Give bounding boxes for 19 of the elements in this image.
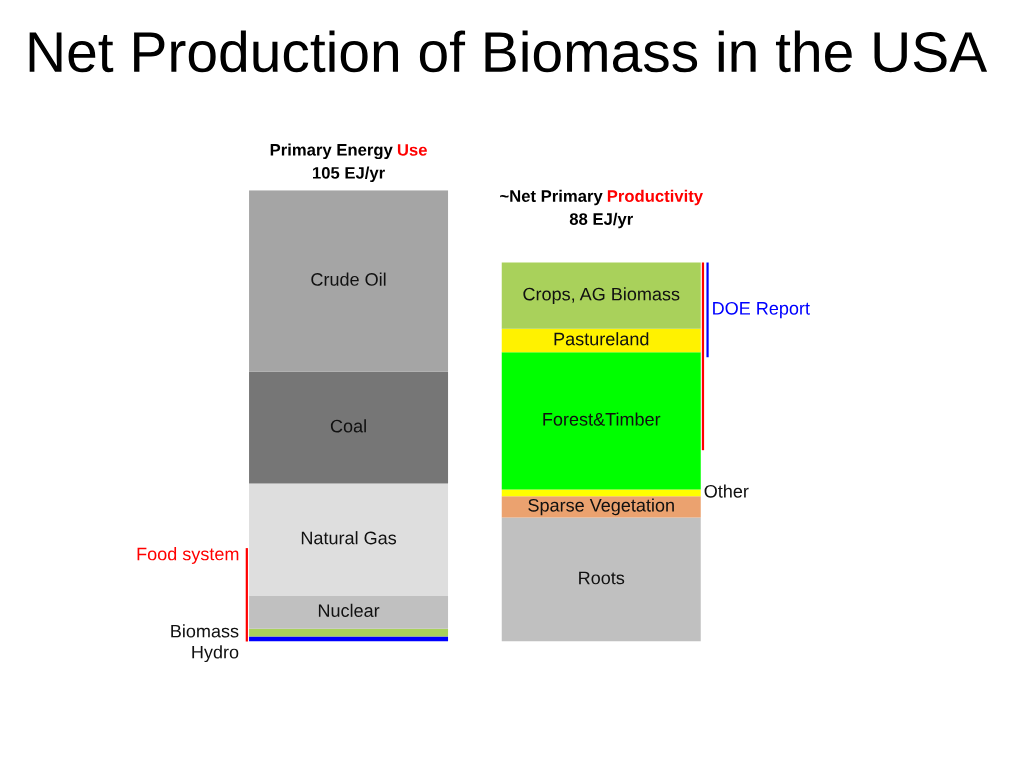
series-label: Nuclear: [318, 603, 380, 618]
series-label: Hydro: [192, 645, 239, 663]
series-label: Forest&Timber: [543, 412, 661, 426]
annotation: DOE Report: [713, 301, 810, 319]
series-label: Other: [704, 484, 749, 498]
series-label: Pastureland: [554, 332, 649, 346]
series-label: Sparse Vegetation: [528, 498, 674, 516]
chart-title: Net Production of Biomass in the USA: [29, 30, 988, 73]
series-label: Natural Gas: [301, 531, 397, 545]
series-label: Crops, AG Biomass: [523, 287, 680, 305]
series-label: Coal: [330, 419, 366, 433]
annotation: Food system: [137, 547, 239, 564]
total-label: 88 EJ/yr: [569, 212, 633, 229]
x-tick-label: Primary Energy Use: [270, 143, 427, 160]
series-label: Crude Oil: [311, 272, 386, 286]
total-label: 105 EJ/yr: [313, 166, 385, 183]
series-label: Biomass: [171, 624, 239, 638]
series-label: Roots: [579, 571, 625, 585]
x-tick-label: ~Net Primary Productivity: [500, 189, 703, 206]
